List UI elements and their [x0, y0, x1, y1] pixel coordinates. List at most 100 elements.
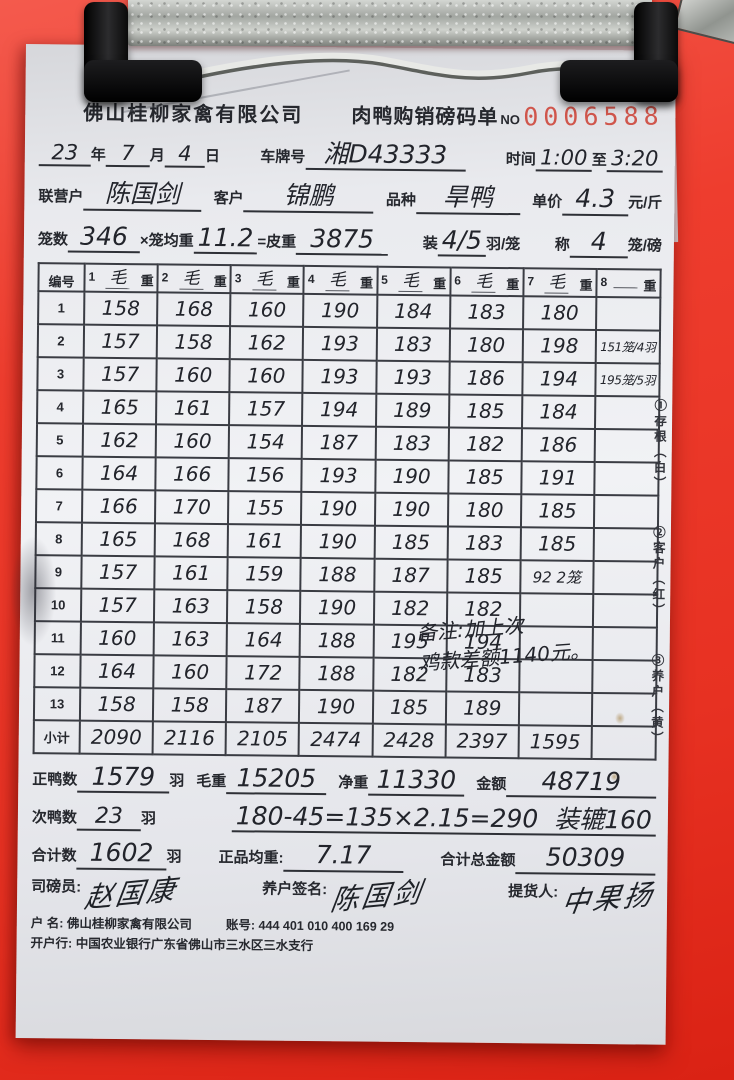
cull-duck-unit: 羽: [140, 810, 157, 828]
copy-color-legend: ①存根（白） ②客户（红） ③养户（黄）: [646, 399, 669, 775]
weight-cell: 184: [376, 294, 451, 329]
column-weight-label: 重: [643, 278, 657, 294]
weight-cell: 160: [80, 621, 155, 656]
weight-cell: 166: [155, 457, 229, 491]
subtotal-cell: 2428: [372, 723, 446, 758]
document-title-group: 肉鸭购销磅码单 NO 0006588: [351, 99, 663, 131]
weight-cell: 165: [81, 522, 156, 557]
clipboard-left-grip: [84, 2, 202, 102]
price-unit-label: 元/斤: [628, 194, 663, 212]
load-value: 4/5: [437, 225, 487, 257]
weight-cell: 157: [229, 391, 303, 426]
column-hand-label: 毛: [105, 268, 131, 289]
weight-cell: 184: [521, 394, 596, 429]
weight-cell: 185: [372, 690, 446, 725]
column-hand-label: 毛: [398, 271, 423, 292]
weight-cell: 190: [301, 491, 375, 526]
subtotal-row: 小计 2090 2116 2105 2474 2428 2397 1595: [33, 719, 656, 760]
column-hand-label: [613, 285, 638, 289]
calc-expression: 180-45=135×2.15=290: [235, 801, 539, 834]
weigher-label: 司磅员:: [31, 877, 82, 896]
day-value: 4: [164, 142, 206, 168]
summary-line-3: 合计数 1602 羽 正品均重: 7.17 合计总金额 50309: [31, 838, 656, 876]
year-value: 23: [38, 140, 91, 167]
weight-cell: 194: [522, 361, 596, 396]
paper-stain: [610, 772, 619, 782]
cages-value: 346: [67, 221, 141, 253]
weight-cell: 189: [445, 691, 520, 725]
weight-cell: 168: [154, 523, 229, 557]
column-hand-label: 毛: [252, 269, 277, 291]
year-label: 年: [90, 146, 106, 164]
weigh-value: 4: [569, 226, 628, 259]
weight-cell: 185: [520, 526, 594, 561]
weight-cell: 164: [82, 456, 156, 491]
info-line-parties: 联营户 陈国剑 客户 锦鹏 品种 旱鸭 单价 4.3 元/斤: [38, 179, 663, 216]
good-duck-unit: 羽: [169, 772, 185, 790]
subtotal-label: 小计: [33, 719, 80, 754]
net-weight-label: 净重: [338, 774, 369, 792]
clipboard-right-grip: [560, 2, 678, 102]
weight-cell: 165: [83, 390, 157, 425]
column-weight-label: 重: [433, 276, 447, 292]
weight-cell: 163: [153, 622, 228, 656]
row-number: 2: [37, 323, 85, 358]
weight-cell: 189: [375, 393, 450, 428]
summary-line-2: 次鸭数 23 羽 180-45=135×2.15=290 装辘160: [31, 801, 657, 837]
serial-number-stamp: 0006588: [522, 101, 664, 132]
weight-cell: 151笼/4羽: [595, 329, 661, 364]
avg-weight-label: 正品均重:: [218, 849, 284, 867]
column-number: 7: [527, 274, 535, 289]
document-title: 肉鸭购销磅码单: [351, 105, 499, 129]
weight-cell: 160: [230, 292, 304, 327]
weight-cell: 160: [153, 655, 227, 689]
weight-cell: 156: [228, 457, 303, 492]
remark-line1: 备注:加上次: [416, 613, 525, 646]
weight-cell: 188: [300, 623, 374, 658]
cull-calculation: 180-45=135×2.15=290 装辘160: [231, 801, 657, 837]
account-name-label: 户 名:: [30, 915, 64, 930]
weight-cell: 185: [448, 394, 523, 428]
breed-value: 旱鸭: [415, 183, 521, 215]
weight-cell: 193: [302, 359, 377, 394]
price-value: 4.3: [562, 184, 629, 216]
weight-cell: [596, 296, 661, 331]
column-number: 8: [600, 274, 608, 289]
weight-cell: 193: [303, 326, 377, 361]
column-weight-label: 重: [140, 272, 154, 289]
weight-cell: 190: [303, 293, 377, 328]
weight-cell: 161: [156, 391, 230, 425]
plate-label: 车牌号: [260, 148, 306, 166]
weight-cell: 162: [82, 423, 157, 458]
clipboard-metal-bar: [128, 0, 652, 46]
subtotal-cell: 2105: [225, 721, 300, 756]
weight-cell: 190: [374, 492, 449, 527]
weight-cell: 155: [228, 490, 302, 525]
cull-duck-label: 次鸭数: [31, 809, 78, 827]
column-number: 6: [454, 273, 462, 288]
good-duck-value: 1579: [77, 761, 170, 794]
weight-cell: 168: [157, 292, 231, 326]
calc-extra: 装辘160: [554, 804, 653, 835]
subtotal-cell: 2474: [298, 722, 373, 757]
column-number: 5: [381, 272, 388, 287]
time-to-label: 至: [591, 151, 607, 170]
account-number-label: 账号:: [225, 917, 256, 932]
serial-no-label: NO: [500, 111, 520, 128]
plate-value: 湘D43333: [305, 139, 466, 172]
weight-cell: 191: [521, 460, 595, 495]
summary-line-1: 正鸭数 1579 羽 毛重 15205 净重 11330 金额 48719: [32, 761, 657, 799]
bank-label: 开户行:: [30, 936, 73, 951]
weight-cell: 157: [83, 357, 157, 392]
weight-cell: 190: [301, 524, 375, 559]
cage-avg-label: ×笼均重: [139, 231, 194, 250]
weight-cell: 164: [80, 654, 154, 689]
account-name-pair: 户 名: 佛山桂柳家禽有限公司: [31, 913, 192, 935]
row-number: 3: [37, 356, 84, 391]
weight-cell: 186: [449, 361, 523, 395]
